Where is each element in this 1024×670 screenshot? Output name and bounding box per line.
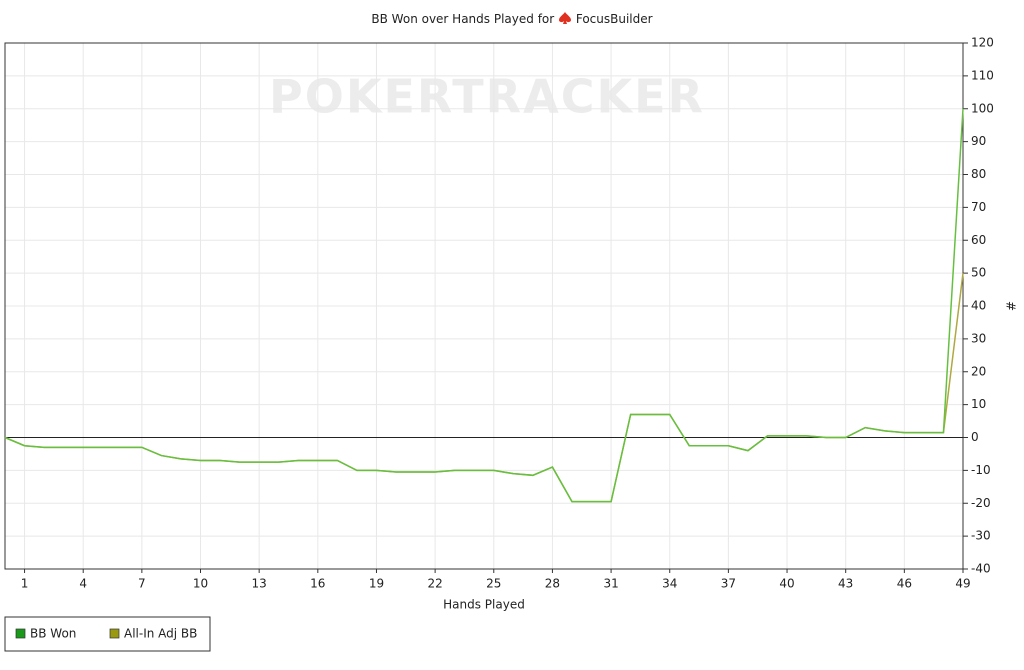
- x-tick-label: 31: [603, 577, 618, 591]
- legend-box: [4, 616, 211, 652]
- x-tick-label: 22: [427, 577, 442, 591]
- x-tick-label: 46: [897, 577, 912, 591]
- y-axis-label: #: [1004, 301, 1018, 311]
- x-tick-label: 40: [779, 577, 794, 591]
- x-tick-label: 37: [721, 577, 736, 591]
- chart-title: BB Won over Hands Played for: [371, 12, 555, 26]
- y-tick-label: 100: [971, 101, 994, 115]
- x-tick-label: 1: [21, 577, 29, 591]
- y-tick-label: 110: [971, 68, 994, 82]
- chart-title-row: BB Won over Hands Played for FocusBuilde…: [0, 12, 1024, 26]
- y-tick-label: 10: [971, 397, 986, 411]
- y-tick-label: 20: [971, 364, 986, 378]
- x-tick-label: 7: [138, 577, 146, 591]
- y-tick-label: 0: [971, 430, 979, 444]
- x-tick-label: 10: [193, 577, 208, 591]
- x-tick-label: 19: [369, 577, 384, 591]
- x-tick-label: 49: [955, 577, 970, 591]
- legend-swatch: [15, 628, 26, 639]
- legend-label: BB Won: [30, 627, 76, 641]
- y-tick-label: 40: [971, 299, 986, 313]
- y-tick-label: -40: [971, 562, 991, 576]
- x-tick-label: 28: [545, 577, 560, 591]
- x-tick-label: 16: [310, 577, 325, 591]
- y-tick-label: 80: [971, 167, 986, 181]
- player-name: FocusBuilder: [575, 12, 653, 26]
- x-axis-label: Hands Played: [443, 598, 525, 612]
- data-line: [4, 108, 964, 503]
- data-line: [4, 273, 964, 503]
- y-tick-label: -10: [971, 463, 991, 477]
- y-tick-label: -30: [971, 529, 991, 543]
- y-tick-label: 50: [971, 266, 986, 280]
- y-tick-label: 70: [971, 200, 986, 214]
- y-tick-label: 120: [971, 36, 994, 50]
- spade-icon: [559, 12, 572, 24]
- watermark: POKERTRACKER: [269, 70, 705, 124]
- y-tick-label: -20: [971, 496, 991, 510]
- y-tick-label: 60: [971, 233, 986, 247]
- x-tick-label: 34: [662, 577, 677, 591]
- plot-frame: [4, 42, 964, 570]
- x-tick-label: 13: [252, 577, 267, 591]
- legend-label: All-In Adj BB: [124, 627, 197, 641]
- x-tick-label: 43: [838, 577, 853, 591]
- y-tick-label: 30: [971, 331, 986, 345]
- x-tick-label: 25: [486, 577, 501, 591]
- y-tick-label: 90: [971, 134, 986, 148]
- legend-swatch: [109, 628, 120, 639]
- x-tick-label: 4: [79, 577, 87, 591]
